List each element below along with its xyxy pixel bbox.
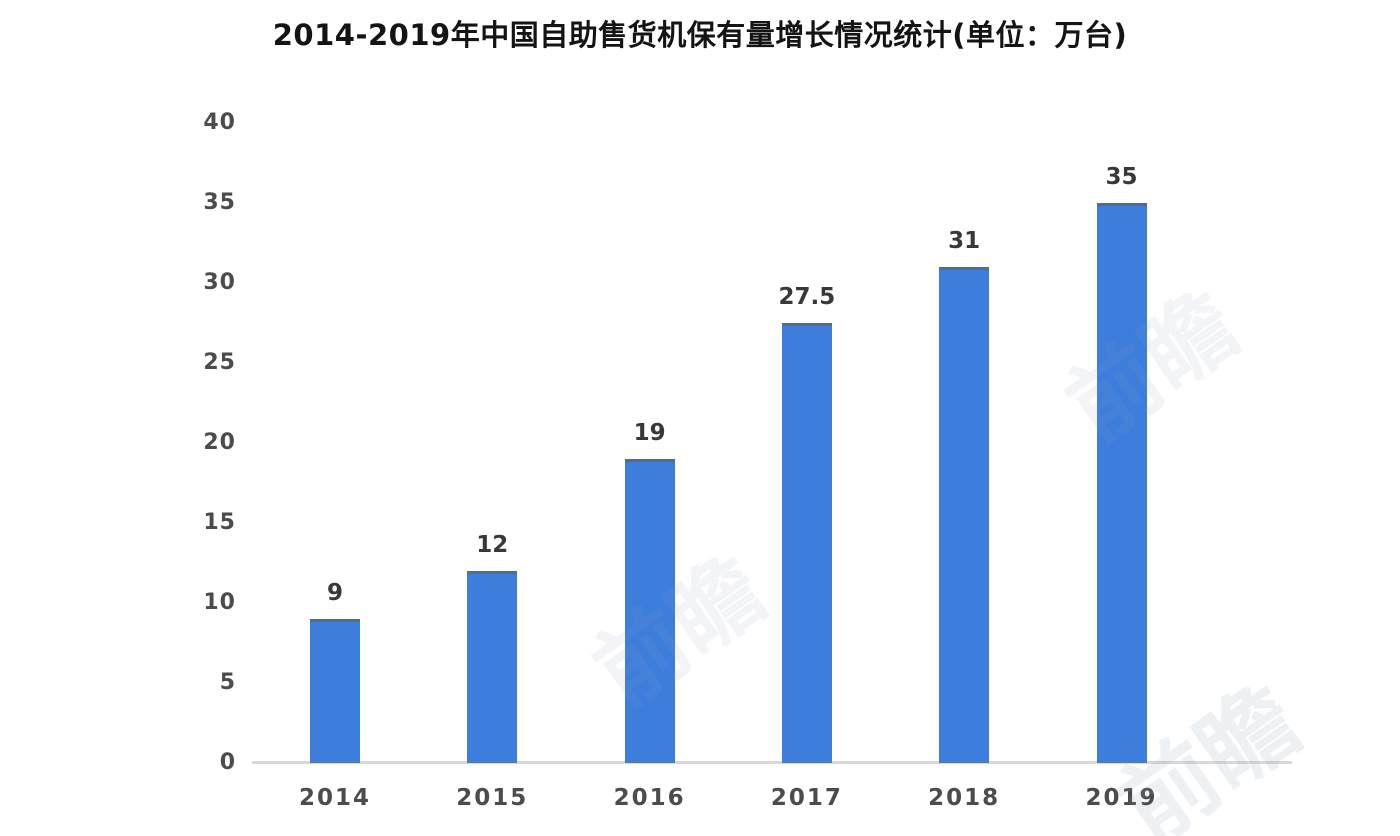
x-axis-tick-label: 2014 xyxy=(298,785,371,811)
bar-value-label: 19 xyxy=(633,420,666,446)
bar xyxy=(939,267,990,763)
bar xyxy=(624,459,675,763)
y-axis-tick-label: 40 xyxy=(203,110,236,135)
y-axis-tick-label: 0 xyxy=(219,750,236,775)
chart-title: 2014-2019年中国自助售货机保有量增长情况统计(单位：万台) xyxy=(272,18,1128,52)
x-axis-tick-label: 2017 xyxy=(770,785,843,811)
y-axis-tick-label: 35 xyxy=(203,190,236,215)
bar-value-label: 31 xyxy=(948,228,981,254)
y-axis-tick-label: 10 xyxy=(203,590,236,615)
x-axis-tick-label: 2016 xyxy=(613,785,686,811)
y-axis-tick-label: 20 xyxy=(203,430,236,455)
y-axis-tick-label: 5 xyxy=(219,670,236,695)
x-axis-line xyxy=(252,761,1292,764)
x-axis-tick-label: 2015 xyxy=(456,785,529,811)
bar xyxy=(310,619,360,763)
y-axis-tick-label: 15 xyxy=(203,510,236,535)
x-axis-tick-label: 2019 xyxy=(1085,785,1158,811)
qianzhan-watermark: 前瞻 xyxy=(576,537,784,727)
bar xyxy=(1096,203,1147,763)
bar-value-label: 12 xyxy=(476,532,509,558)
y-axis-tick-label: 30 xyxy=(203,270,236,295)
bar-value-label: 27.5 xyxy=(778,284,836,310)
bar-value-label: 35 xyxy=(1105,164,1138,190)
bar xyxy=(781,323,832,763)
y-axis-tick-label: 25 xyxy=(203,350,236,375)
x-axis-tick-label: 2018 xyxy=(928,785,1001,811)
bar xyxy=(467,571,518,763)
bar-value-label: 9 xyxy=(326,580,343,606)
qianzhan-watermark: 前瞻 xyxy=(1049,272,1257,462)
